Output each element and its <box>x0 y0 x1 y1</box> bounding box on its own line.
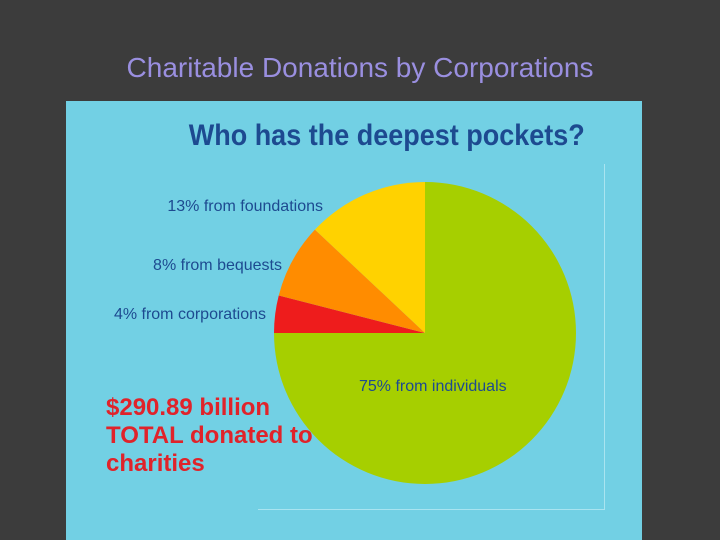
pie-chart: 75% from individuals 4% from corporations… <box>114 182 576 484</box>
pie-slice <box>314 182 425 333</box>
total-annotation-line-1: $290.89 billion <box>106 394 271 421</box>
chart-title: Who has the deepest pockets? <box>188 119 585 152</box>
slice-label: 13% from foundations <box>167 198 323 215</box>
chart-inner-frame <box>258 164 605 510</box>
pie-slice <box>274 295 425 333</box>
slice-label: 75% from individuals <box>359 378 507 395</box>
slice-label: 8% from bequests <box>153 257 282 274</box>
total-annotation-line-2: TOTAL donated to <box>106 422 313 449</box>
slide-title: Charitable Donations by Corporations <box>126 52 594 83</box>
total-annotation: $290.89 billion TOTAL donated to chariti… <box>106 394 313 478</box>
total-annotation-line-3: charities <box>106 450 205 477</box>
chart-figure: Who has the deepest pockets? 75% from in… <box>66 101 642 540</box>
slice-label: 4% from corporations <box>114 306 266 323</box>
pie-slice <box>278 229 425 333</box>
